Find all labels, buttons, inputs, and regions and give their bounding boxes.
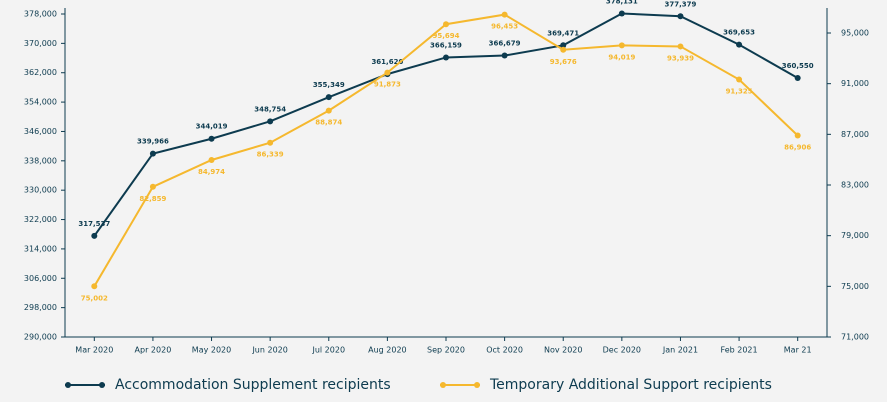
- value-label: 86,906: [784, 144, 811, 152]
- point: [501, 11, 508, 18]
- x-tick-label: Mar 2020: [75, 346, 113, 355]
- y2-tick-label: 75,000: [841, 282, 869, 291]
- y-tick-label: 378,000: [24, 10, 57, 19]
- y-tick-label: 346,000: [24, 127, 57, 136]
- y-tick-label: 306,000: [24, 274, 57, 283]
- value-label: 361,620: [371, 58, 403, 66]
- point: [325, 94, 332, 101]
- value-label: 95,694: [432, 32, 459, 40]
- value-label: 91,873: [374, 81, 401, 89]
- point: [91, 232, 98, 239]
- y-tick-label: 354,000: [24, 98, 57, 107]
- point: [736, 76, 743, 83]
- x-tick-label: Nov 2020: [544, 346, 583, 355]
- y-tick-label: 362,000: [24, 68, 57, 77]
- x-tick-label: Jun 2020: [251, 346, 287, 355]
- value-label: 93,939: [667, 54, 694, 62]
- value-label: 378,131: [606, 0, 638, 6]
- point: [325, 107, 332, 114]
- point: [443, 54, 449, 61]
- point: [208, 156, 215, 163]
- value-label: 377,379: [665, 0, 697, 8]
- x-tick-label: Feb 2021: [721, 346, 758, 355]
- point: [677, 43, 684, 50]
- value-label: 369,471: [547, 29, 579, 37]
- x-tick-label: Jul 2020: [311, 346, 345, 355]
- x-tick-label: May 2020: [192, 346, 231, 355]
- point: [618, 10, 625, 17]
- point: [149, 183, 156, 190]
- y2-tick-label: 87,000: [841, 130, 869, 139]
- point: [91, 283, 98, 290]
- x-tick-label: Jan 2021: [662, 346, 698, 355]
- x-tick-label: Mar 21: [784, 346, 812, 355]
- y2-tick-label: 71,000: [841, 333, 869, 342]
- point: [736, 41, 743, 48]
- y2-tick-label: 95,000: [841, 29, 869, 38]
- value-label: 366,159: [430, 41, 462, 49]
- point: [677, 13, 684, 20]
- y2-tick-label: 79,000: [841, 231, 869, 240]
- value-label: 94,019: [608, 53, 635, 61]
- value-label: 369,653: [723, 29, 755, 37]
- value-label: 93,676: [550, 58, 577, 66]
- legend-marker: [99, 382, 105, 388]
- point: [443, 21, 449, 28]
- point: [794, 132, 801, 139]
- legend-marker: [474, 382, 480, 388]
- value-label: 366,679: [489, 40, 521, 48]
- value-label: 355,349: [313, 81, 345, 89]
- x-tick-label: Oct 2020: [486, 346, 523, 355]
- value-label: 86,339: [257, 151, 284, 159]
- value-label: 96,453: [491, 23, 518, 31]
- y-tick-label: 370,000: [24, 39, 57, 48]
- point: [267, 139, 274, 146]
- legend-marker: [65, 382, 71, 388]
- point: [501, 52, 508, 59]
- x-tick-label: Apr 2020: [135, 346, 172, 355]
- x-tick-label: Dec 2020: [603, 346, 641, 355]
- value-label: 82,859: [139, 195, 166, 203]
- y-tick-label: 298,000: [24, 303, 57, 312]
- y-tick-label: 290,000: [24, 333, 57, 342]
- value-label: 88,874: [315, 119, 342, 127]
- y-tick-label: 330,000: [24, 186, 57, 195]
- point: [384, 69, 391, 76]
- point: [149, 150, 156, 157]
- point: [267, 118, 274, 125]
- point: [794, 75, 801, 82]
- y2-tick-label: 83,000: [841, 181, 869, 190]
- value-label: 84,974: [198, 168, 225, 176]
- y-tick-label: 314,000: [24, 244, 57, 253]
- x-tick-label: Aug 2020: [368, 346, 407, 355]
- legend-label: Temporary Additional Support recipients: [489, 377, 772, 393]
- legend-label: Accommodation Supplement recipients: [115, 377, 391, 393]
- x-tick-label: Sep 2020: [427, 346, 465, 355]
- point: [560, 46, 567, 53]
- y-tick-label: 338,000: [24, 156, 57, 165]
- y2-tick-label: 91,000: [841, 79, 869, 88]
- legend-marker: [440, 382, 446, 388]
- point: [560, 42, 567, 49]
- point: [618, 42, 625, 49]
- value-label: 348,754: [254, 105, 286, 113]
- y-tick-label: 322,000: [24, 215, 57, 224]
- value-label: 75,002: [81, 294, 108, 302]
- value-label: 360,550: [782, 62, 814, 70]
- value-label: 317,537: [78, 220, 110, 228]
- value-label: 91,325: [726, 88, 753, 96]
- value-label: 344,019: [196, 123, 228, 131]
- value-label: 339,966: [137, 138, 169, 146]
- point: [208, 135, 215, 142]
